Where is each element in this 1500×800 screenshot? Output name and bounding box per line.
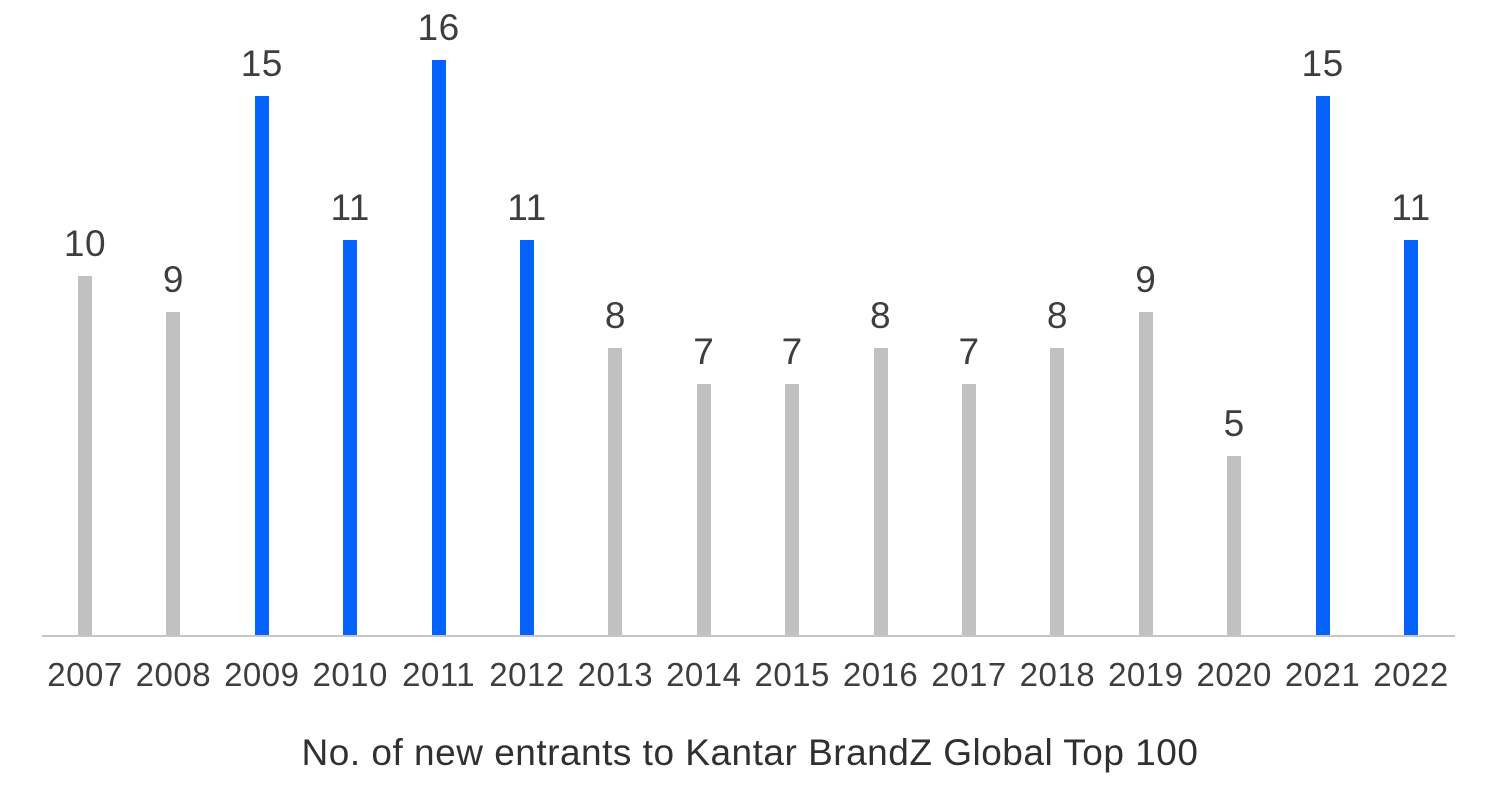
x-tick-label-2009: 2009 xyxy=(224,656,300,693)
bar-value-label-2010: 11 xyxy=(330,187,370,228)
x-tick-label-2011: 2011 xyxy=(402,656,476,693)
bar-2020 xyxy=(1227,456,1242,636)
bar-2009 xyxy=(254,96,269,636)
x-tick-label-2014: 2014 xyxy=(666,656,742,693)
chart-title: No. of new entrants to Kantar BrandZ Glo… xyxy=(301,732,1199,773)
x-tick-label-2020: 2020 xyxy=(1196,656,1272,693)
x-tick-label-2008: 2008 xyxy=(135,656,212,693)
x-tick-label-2015: 2015 xyxy=(754,656,830,693)
bar-2008 xyxy=(166,312,181,636)
bar-value-label-2016: 8 xyxy=(870,295,892,336)
bar-2011 xyxy=(431,60,446,636)
bar-2010 xyxy=(343,240,358,636)
x-axis-line xyxy=(42,635,1455,637)
bar-2018 xyxy=(1050,348,1065,636)
bar-value-label-2017: 7 xyxy=(958,331,980,372)
bar-2016 xyxy=(873,348,888,636)
bar-2012 xyxy=(520,240,534,636)
bar-2021 xyxy=(1315,96,1330,636)
bar-2017 xyxy=(962,384,976,636)
bar-value-label-2013: 8 xyxy=(604,295,626,336)
x-tick-label-2022: 2022 xyxy=(1373,656,1449,693)
x-tick-label-2016: 2016 xyxy=(842,656,919,693)
x-tick-label-2012: 2012 xyxy=(489,656,565,693)
x-tick-label-2013: 2013 xyxy=(577,656,654,693)
bar-2013 xyxy=(608,348,623,636)
x-tick-label-2021: 2021 xyxy=(1284,656,1361,693)
bar-value-label-2008: 9 xyxy=(162,259,184,300)
bar-value-label-2022: 11 xyxy=(1391,187,1431,228)
bar-value-label-2011: 16 xyxy=(417,7,460,48)
x-tick-label-2018: 2018 xyxy=(1019,656,1096,693)
bar-2022 xyxy=(1404,240,1418,636)
bar-2007 xyxy=(78,276,92,636)
bar-value-label-2019: 9 xyxy=(1135,259,1157,300)
bar-2014 xyxy=(696,384,711,636)
bar-2019 xyxy=(1138,312,1153,636)
x-tick-label-2010: 2010 xyxy=(312,656,388,693)
bar-value-label-2015: 7 xyxy=(781,331,803,372)
x-tick-label-2019: 2019 xyxy=(1108,656,1184,693)
bar-value-label-2014: 7 xyxy=(693,331,715,372)
bar-value-label-2018: 8 xyxy=(1046,295,1068,336)
bar-value-label-2007: 10 xyxy=(63,223,107,264)
x-tick-label-2017: 2017 xyxy=(931,656,1007,693)
x-tick-label-2007: 2007 xyxy=(47,656,123,693)
bar-value-label-2012: 11 xyxy=(507,187,547,228)
bar-value-label-2021: 15 xyxy=(1301,43,1344,84)
bar-value-label-2009: 15 xyxy=(240,43,283,84)
bar-2015 xyxy=(785,384,800,636)
bar-value-label-2020: 5 xyxy=(1223,403,1245,444)
